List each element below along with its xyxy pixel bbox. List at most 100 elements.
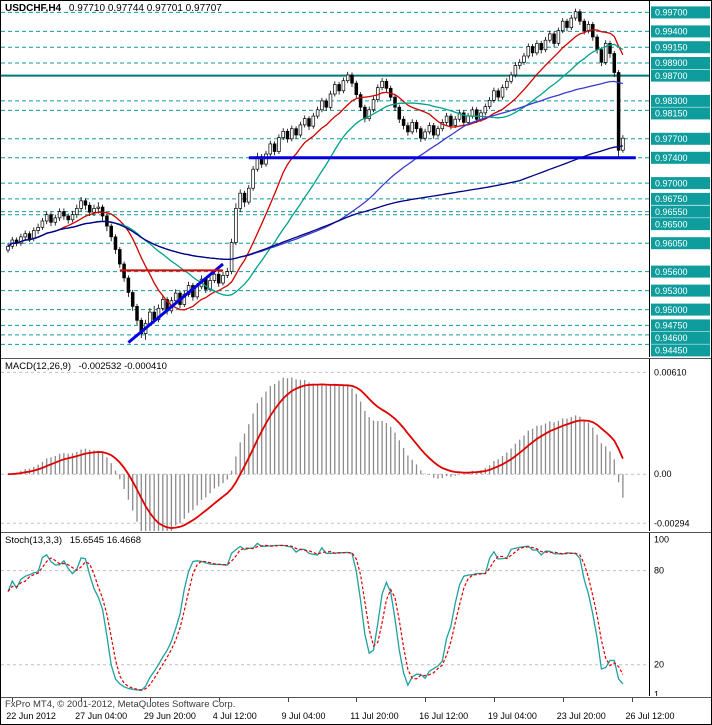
candle-body xyxy=(449,115,453,126)
macd-signal-line xyxy=(7,383,624,530)
candle-body xyxy=(96,206,101,209)
candle-body xyxy=(539,43,543,51)
candle-body xyxy=(406,125,410,133)
candle-body xyxy=(380,80,384,88)
price-label-box[interactable] xyxy=(651,177,710,190)
candle-body xyxy=(556,30,561,44)
price-label-box[interactable] xyxy=(651,6,710,19)
time-axis-area[interactable]: FxPro MT4, © 2001-2012, MetaQuotes Softw… xyxy=(1,698,711,724)
candle-body xyxy=(397,106,402,120)
candle-body xyxy=(427,125,432,133)
candle-body xyxy=(6,245,10,251)
time-label: 16 Jul 12:00 xyxy=(419,711,469,721)
candle-body xyxy=(36,227,40,231)
price-label-box[interactable] xyxy=(651,151,710,164)
candle-body xyxy=(608,43,612,54)
price-label-box[interactable] xyxy=(651,94,710,107)
candle-body xyxy=(290,128,294,140)
macd-histogram xyxy=(11,377,624,531)
time-label: 27 Jun 04:00 xyxy=(75,711,128,721)
candle-body xyxy=(621,137,625,151)
price-label-box[interactable] xyxy=(651,237,710,250)
price-label-box[interactable] xyxy=(651,284,710,297)
price-label-box[interactable] xyxy=(651,41,710,54)
candle-body xyxy=(285,130,290,140)
price-label-box[interactable] xyxy=(651,205,710,218)
price-label-box[interactable] xyxy=(651,218,710,231)
time-label: 11 Jul 20:00 xyxy=(350,711,399,721)
trend-line[interactable] xyxy=(127,262,224,344)
time-label: 22 Jun 2012 xyxy=(6,711,56,721)
price-level-lines[interactable] xyxy=(1,11,649,345)
candle-body xyxy=(53,217,58,223)
macd-scale-label: -0.00294 xyxy=(654,518,690,528)
time-label: 19 Jul 04:00 xyxy=(487,711,537,721)
candle-body xyxy=(238,192,242,209)
time-tick xyxy=(287,698,289,702)
candle-body xyxy=(466,115,470,123)
candle-body xyxy=(548,33,552,41)
time-tick xyxy=(493,698,495,702)
candle-body xyxy=(535,43,539,54)
macd-title: MACD(12,26,9) -0.002532 -0.000410 xyxy=(5,361,167,372)
price-label-box[interactable] xyxy=(651,132,710,145)
candle-body xyxy=(62,211,66,217)
candle-body xyxy=(221,275,225,284)
price-label-box[interactable] xyxy=(651,319,710,332)
macd-panel[interactable]: 0.00610 0.00 -0.00294 MACD(12,26,9) -0.002… xyxy=(1,359,711,533)
copyright-text: FxPro MT4, © 2001-2012, MetaQuotes Softw… xyxy=(5,699,236,710)
stoch-level-lines xyxy=(1,570,649,666)
price-label-box[interactable] xyxy=(651,303,710,316)
candle-body xyxy=(367,109,371,120)
candle-body xyxy=(79,200,83,209)
time-label: 4 Jul 12:00 xyxy=(212,711,257,721)
chart-objects[interactable] xyxy=(119,156,636,344)
stoch-scale-label: 1 xyxy=(654,689,659,696)
stoch-scale[interactable]: 100 80 20 1 xyxy=(654,534,669,696)
candle-body xyxy=(302,118,307,126)
chart-title: USDCHF,H4 0.97710 0.97744 0.97701 0.9770… xyxy=(5,3,222,14)
price-label: 0.98150 xyxy=(655,109,688,119)
time-label: 26 Jul 12:00 xyxy=(625,711,675,721)
price-label: 0.96050 xyxy=(655,238,688,248)
candle-body xyxy=(363,106,367,119)
price-label-box[interactable] xyxy=(651,265,710,278)
candle-body xyxy=(371,99,376,111)
stochastic-panel[interactable]: 100 80 20 1 Stoch(13,3,3) 15.6545 16.4668 xyxy=(1,533,711,698)
main-chart-panel[interactable]: 0.99700 0.99400 0.99150 0.98900 0.98700 0.983… xyxy=(1,1,711,359)
candle-body xyxy=(453,118,457,126)
price-label-box[interactable] xyxy=(651,192,710,205)
candle-body xyxy=(444,115,449,123)
ma-line-13 xyxy=(7,29,624,311)
candle-body xyxy=(272,143,277,152)
candle-body xyxy=(578,11,582,22)
candle-body xyxy=(616,72,621,151)
price-label: 0.97400 xyxy=(655,153,688,163)
time-tick xyxy=(149,698,151,702)
macd-scale[interactable]: 0.00610 0.00 -0.00294 xyxy=(654,367,690,528)
candle-body xyxy=(320,100,324,111)
stoch-scale-label: 80 xyxy=(654,566,664,576)
stoch-main-line xyxy=(7,542,624,692)
candle-body xyxy=(277,137,281,152)
price-label-box[interactable] xyxy=(651,69,710,82)
candle-body xyxy=(135,306,139,321)
price-label: 0.99400 xyxy=(655,27,688,37)
candle-body xyxy=(57,211,62,219)
price-label-box[interactable] xyxy=(651,344,710,357)
candle-body xyxy=(251,168,255,189)
candle-body xyxy=(462,112,466,123)
ma-line-120 xyxy=(7,145,624,261)
candle-body xyxy=(505,80,509,88)
candle-body xyxy=(70,214,75,221)
stoch-indicator-label: Stoch(13,3,3) xyxy=(5,535,63,546)
price-label-box[interactable] xyxy=(651,331,710,344)
candle-body xyxy=(612,53,617,73)
candle-body xyxy=(354,82,359,95)
price-scale[interactable]: 0.99700 0.99400 0.99150 0.98900 0.98700 0.983… xyxy=(651,6,710,357)
price-label-box[interactable] xyxy=(651,107,710,120)
price-label-box[interactable] xyxy=(651,25,710,38)
price-label: 0.94600 xyxy=(655,333,688,343)
price-label-box[interactable] xyxy=(651,57,710,69)
candle-body xyxy=(341,80,346,92)
